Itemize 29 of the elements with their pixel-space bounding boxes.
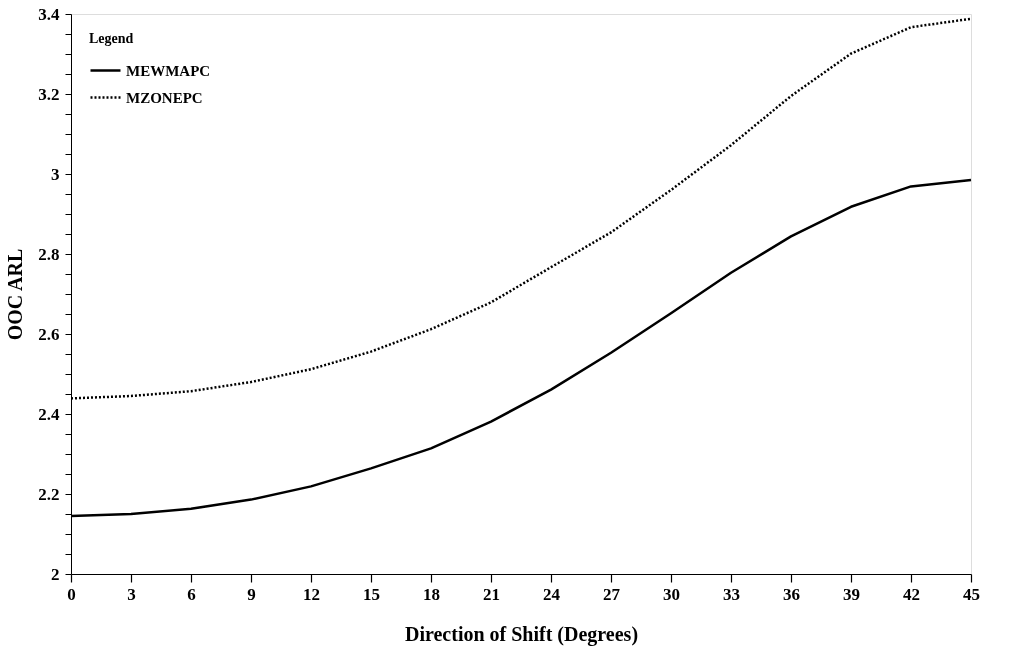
y-tick-label: 2.2 (38, 484, 60, 504)
x-axis-title: Direction of Shift (Degrees) (404, 622, 639, 646)
x-tick-label: 12 (303, 584, 320, 604)
x-tick-label: 21 (483, 584, 500, 604)
x-tick-label: 6 (187, 584, 196, 604)
y-tick-label: 2.8 (38, 244, 60, 264)
y-tick-label: 2.4 (38, 404, 60, 424)
x-tick-label: 33 (723, 584, 740, 604)
x-tick-label: 18 (423, 584, 440, 604)
y-tick-label: 2 (51, 564, 60, 584)
y-tick-label: 2.6 (38, 324, 60, 344)
x-tick-label: 36 (783, 584, 800, 604)
y-axis-title: OOC ARL (4, 248, 27, 341)
y-tick-label: 3 (51, 164, 60, 184)
x-tick-label: 3 (127, 584, 136, 604)
legend-label: MEWMAPC (126, 62, 211, 79)
x-tick-label: 24 (543, 584, 561, 604)
legend-title: Legend (89, 31, 134, 46)
y-tick-label: 3.2 (38, 84, 60, 104)
x-tick-label: 45 (963, 584, 980, 604)
x-tick-label: 42 (903, 584, 920, 604)
x-tick-label: 15 (363, 584, 380, 604)
x-tick-label: 9 (247, 584, 256, 604)
x-tick-label: 27 (603, 584, 621, 604)
x-tick-label: 39 (843, 584, 860, 604)
legend-label: MZONEPC (126, 89, 203, 106)
x-tick-label: 30 (663, 584, 680, 604)
x-tick-label: 0 (67, 584, 76, 604)
y-tick-label: 3.4 (38, 4, 60, 24)
